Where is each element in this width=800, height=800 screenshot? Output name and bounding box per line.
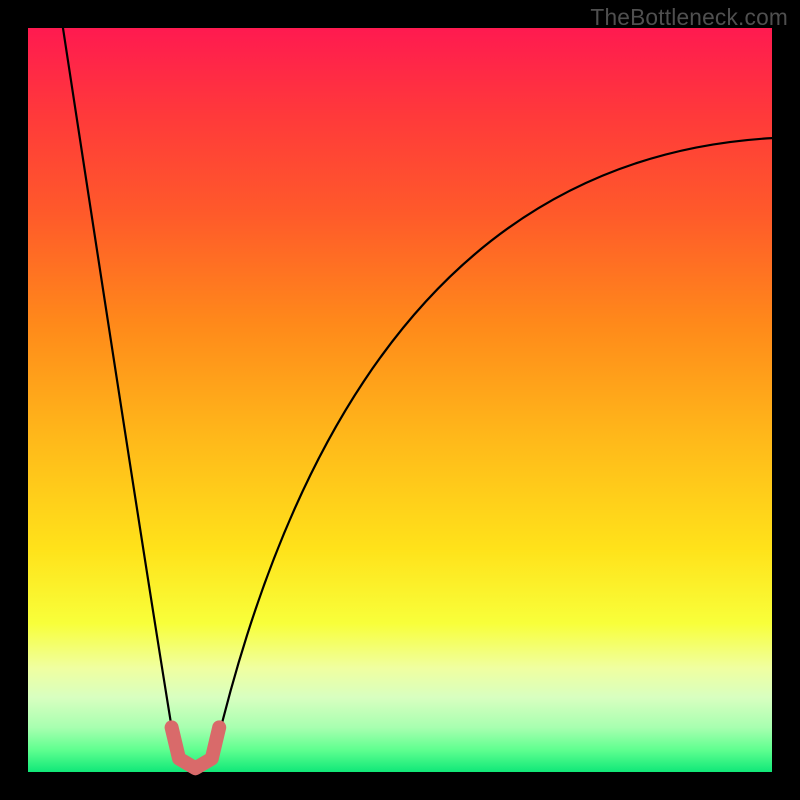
attribution-label: TheBottleneck.com <box>590 4 788 31</box>
plot-background <box>28 28 772 772</box>
bottleneck-chart <box>0 0 800 800</box>
stage: TheBottleneck.com <box>0 0 800 800</box>
